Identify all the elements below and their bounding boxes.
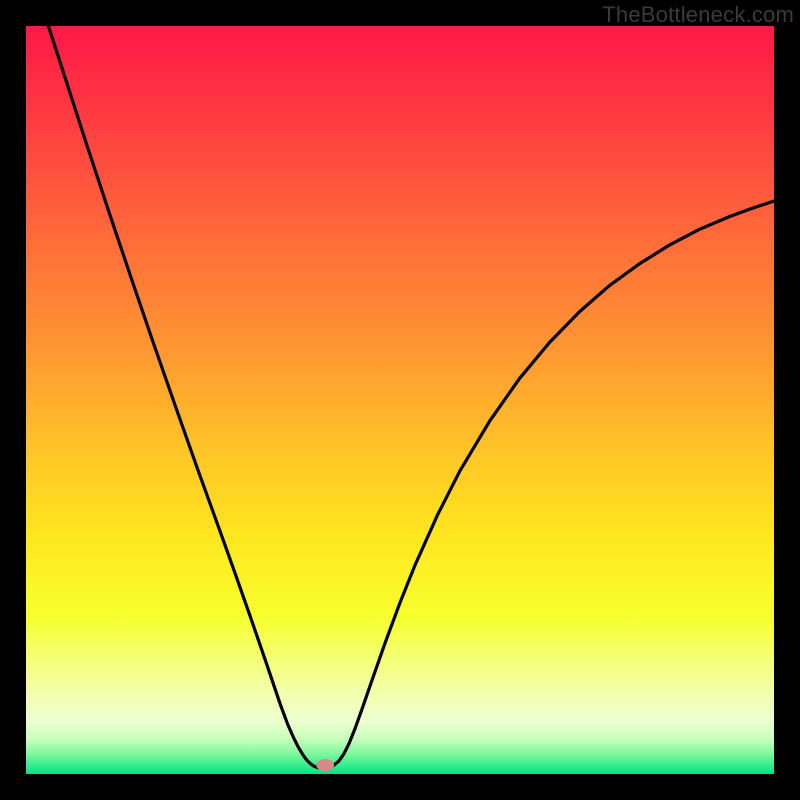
chart-frame xyxy=(0,0,800,800)
optimal-point-marker xyxy=(316,759,334,771)
bottleneck-chart xyxy=(0,0,800,800)
plot-background xyxy=(26,26,774,774)
watermark-text: TheBottleneck.com xyxy=(602,2,794,28)
